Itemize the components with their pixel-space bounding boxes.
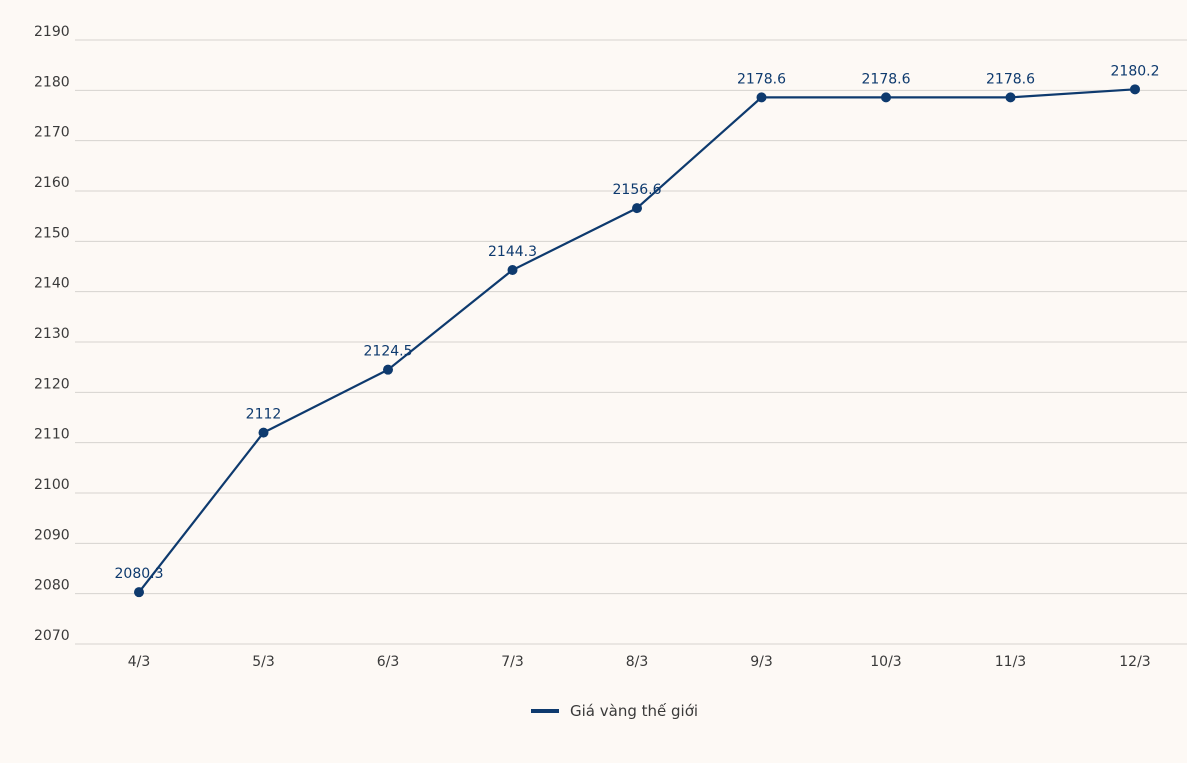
data-point <box>258 427 269 438</box>
series-layer: 2080.3 2112 2124.5 2144.3 2156.6 2178.6 2178.6… <box>115 63 1160 598</box>
x-tick-label: 12/3 <box>1119 654 1150 670</box>
x-tick-label: 10/3 <box>870 654 901 670</box>
data-label: 2178.6 <box>986 71 1035 87</box>
data-label: 2080.3 <box>115 566 164 582</box>
legend-label: Giá vàng thế giới <box>570 702 698 720</box>
data-label: 2180.2 <box>1111 63 1160 79</box>
data-point <box>632 203 642 214</box>
y-tick-label: 2180 <box>34 74 70 90</box>
y-tick-label: 2090 <box>34 527 70 543</box>
y-tick-label: 2110 <box>34 427 70 443</box>
x-tick-label: 5/3 <box>252 654 275 670</box>
x-tick-label: 11/3 <box>995 654 1026 670</box>
data-label: 2112 <box>246 407 282 423</box>
y-tick-label: 2170 <box>34 125 70 141</box>
y-tick-label: 2100 <box>34 477 70 493</box>
data-point <box>1005 92 1016 103</box>
data-label: 2156.6 <box>613 182 662 198</box>
x-tick-label: 9/3 <box>750 654 773 670</box>
y-tick-label: 2150 <box>34 225 70 241</box>
grid-lines <box>75 39 1187 645</box>
data-label: 2124.5 <box>364 344 413 360</box>
x-tick-label: 7/3 <box>501 654 524 670</box>
data-point <box>134 587 144 598</box>
x-tick-label: 8/3 <box>626 654 649 670</box>
x-axis-tick-labels: 4/3 5/3 6/3 7/3 8/3 9/3 10/3 11/3 12/3 <box>128 654 1151 670</box>
y-tick-label: 2080 <box>34 578 70 594</box>
y-tick-label: 2070 <box>34 628 70 644</box>
data-point <box>383 364 393 375</box>
y-tick-label: 2160 <box>34 175 70 191</box>
x-tick-label: 4/3 <box>128 654 151 670</box>
y-tick-label: 2140 <box>34 276 70 292</box>
data-label: 2178.6 <box>737 71 786 87</box>
series-line <box>138 88 1136 593</box>
data-point <box>507 265 518 276</box>
y-tick-label: 2120 <box>34 376 70 392</box>
data-label: 2178.6 <box>862 71 911 87</box>
legend: Giá vàng thế giới <box>531 702 698 720</box>
y-tick-label: 2190 <box>34 24 70 40</box>
data-point <box>1130 84 1140 95</box>
data-point <box>756 92 767 103</box>
y-tick-label: 2130 <box>34 326 70 342</box>
data-point <box>881 92 891 103</box>
y-axis-tick-labels: 2070 2080 2090 2100 2110 2120 2130 2140 2150 2160… <box>34 24 70 644</box>
data-label: 2144.3 <box>488 244 537 260</box>
x-tick-label: 6/3 <box>377 654 400 670</box>
